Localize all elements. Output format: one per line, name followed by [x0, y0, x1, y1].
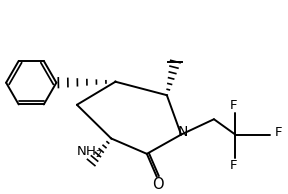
Text: F: F	[230, 159, 237, 172]
Text: NH$_2$: NH$_2$	[76, 145, 103, 160]
Text: F: F	[275, 126, 282, 139]
Text: O: O	[152, 177, 164, 192]
Text: F: F	[230, 99, 237, 112]
Text: N: N	[178, 125, 188, 139]
